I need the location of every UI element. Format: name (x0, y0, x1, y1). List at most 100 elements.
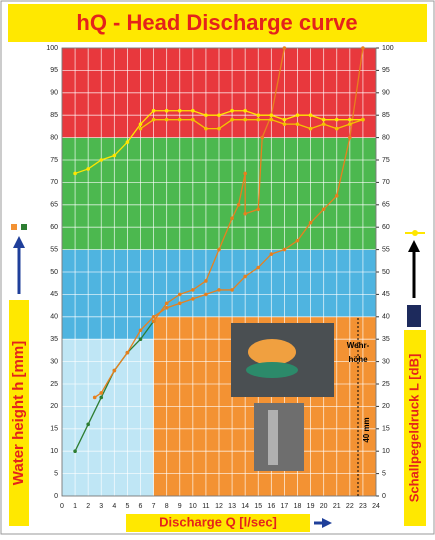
y2-tick-label: 70 (382, 179, 390, 186)
data-point (282, 247, 287, 252)
y2-tick-label: 0 (382, 493, 386, 500)
data-point (99, 391, 104, 395)
data-point (260, 135, 264, 140)
data-point (217, 126, 221, 131)
x-tick-label: 24 (372, 503, 380, 510)
y-tick-label: 75 (50, 157, 58, 164)
data-point (256, 113, 261, 117)
data-point (361, 117, 365, 122)
data-point (99, 395, 104, 400)
data-point (177, 301, 182, 306)
data-point (230, 108, 234, 113)
x-label-box (126, 514, 310, 532)
series-line (140, 119, 364, 130)
data-point (308, 220, 313, 225)
data-point (164, 301, 169, 306)
y2-tick-label: 95 (382, 67, 390, 74)
speaker-icon (407, 305, 421, 327)
x-tick-label: 8 (165, 503, 169, 510)
y-tick-label: 5 (54, 470, 58, 477)
data-point (164, 306, 169, 310)
data-point (204, 126, 208, 131)
y2-tick-label: 50 (382, 269, 390, 276)
photo-detail (248, 339, 296, 365)
data-point (348, 117, 352, 122)
data-point (334, 126, 339, 131)
data-point (125, 350, 130, 355)
data-point (151, 117, 156, 122)
y2-tick-label: 85 (382, 112, 390, 119)
legend-marker (21, 224, 27, 230)
y2-tick-label: 90 (382, 90, 390, 97)
data-point (177, 292, 182, 297)
y2-tick-label: 10 (382, 448, 390, 455)
data-point (295, 238, 300, 243)
data-point (230, 216, 234, 221)
data-point (361, 46, 365, 50)
y2-axis-label: Schallpegeldruck L [dB] (406, 354, 421, 503)
data-point (243, 108, 247, 113)
data-point (73, 171, 77, 176)
x-tick-label: 16 (267, 503, 275, 510)
x-tick-label: 12 (215, 503, 223, 510)
y-tick-label: 10 (50, 448, 58, 455)
y2-tick-label: 35 (382, 336, 390, 343)
data-point (112, 153, 117, 158)
data-point (321, 122, 326, 126)
x-arrow-head (322, 518, 332, 528)
x-tick-label: 0 (60, 503, 64, 510)
y-tick-label: 40 (50, 314, 58, 321)
data-point (243, 274, 247, 279)
zone (62, 339, 154, 496)
data-point (230, 117, 234, 122)
x-tick-label: 17 (281, 503, 289, 510)
data-point (308, 126, 313, 131)
data-point (308, 113, 313, 117)
data-point (138, 328, 143, 333)
data-point (177, 117, 182, 122)
data-point (138, 126, 143, 131)
y2-tick-label: 100 (382, 45, 394, 52)
y2-tick-label: 65 (382, 202, 390, 209)
x-tick-label: 19 (307, 503, 315, 510)
data-point (230, 288, 234, 292)
y-tick-label: 65 (50, 202, 58, 209)
data-point (204, 279, 208, 283)
data-point (217, 247, 221, 252)
data-point (138, 122, 143, 126)
overlay: Wehr-höhe 40 mm (73, 46, 371, 496)
data-point (269, 113, 274, 117)
y-tick-label: 90 (50, 90, 58, 97)
data-point (191, 288, 195, 292)
data-point (256, 117, 261, 122)
y-tick-label: 30 (50, 358, 58, 365)
series-line (94, 47, 364, 398)
legend-marker (412, 230, 418, 236)
annotation: 40 mm (362, 417, 371, 442)
data-point (282, 46, 287, 50)
x-tick-label: 13 (228, 503, 236, 510)
y-tick-label: 15 (50, 426, 58, 433)
y2-label-box (404, 330, 426, 526)
y-tick-label: 0 (54, 493, 58, 500)
data-point (334, 194, 339, 198)
data-point (243, 171, 247, 176)
data-point (86, 167, 90, 171)
data-point (236, 203, 241, 207)
y-tick-label: 55 (50, 246, 58, 253)
y-tick-label: 60 (50, 224, 58, 231)
series-line (153, 47, 286, 322)
x-axis-label: Discharge Q [l/sec] (159, 514, 277, 529)
y2-tick-label: 40 (382, 314, 390, 321)
data-point (151, 319, 156, 324)
y-tick-label: 80 (50, 134, 58, 141)
data-point (295, 113, 300, 117)
data-point (348, 135, 352, 140)
data-point (151, 315, 156, 319)
y-tick-label: 45 (50, 291, 58, 298)
y2-tick-label: 60 (382, 224, 390, 231)
y-tick-label: 100 (46, 45, 58, 52)
data-point (164, 117, 169, 122)
x-tick-label: 18 (294, 503, 302, 510)
